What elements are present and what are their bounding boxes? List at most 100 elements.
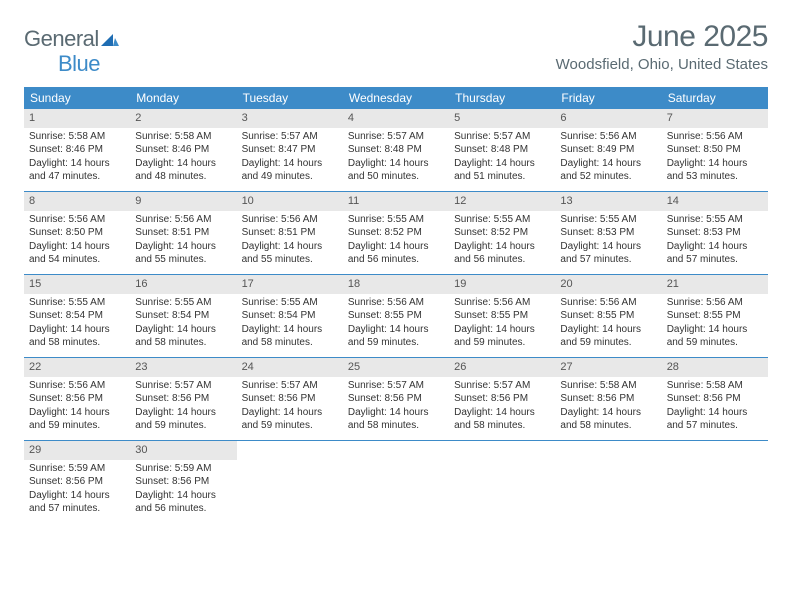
sunrise-line: Sunrise: 5:58 AM xyxy=(135,130,231,144)
daylight-line: Daylight: 14 hours and 48 minutes. xyxy=(135,157,231,184)
day-body: Sunrise: 5:56 AMSunset: 8:55 PMDaylight:… xyxy=(449,294,555,354)
day-cell: 15Sunrise: 5:55 AMSunset: 8:54 PMDayligh… xyxy=(24,275,130,357)
daylight-line: Daylight: 14 hours and 55 minutes. xyxy=(242,240,338,267)
day-cell: 17Sunrise: 5:55 AMSunset: 8:54 PMDayligh… xyxy=(237,275,343,357)
day-number: 27 xyxy=(555,358,661,377)
daylight-line: Daylight: 14 hours and 54 minutes. xyxy=(29,240,125,267)
day-body: Sunrise: 5:58 AMSunset: 8:56 PMDaylight:… xyxy=(662,377,768,437)
sunrise-line: Sunrise: 5:56 AM xyxy=(454,296,550,310)
daylight-line: Daylight: 14 hours and 56 minutes. xyxy=(348,240,444,267)
sunrise-line: Sunrise: 5:55 AM xyxy=(348,213,444,227)
sunrise-line: Sunrise: 5:55 AM xyxy=(135,296,231,310)
sunrise-line: Sunrise: 5:56 AM xyxy=(29,213,125,227)
weekday-header: Thursday xyxy=(449,87,555,109)
sunrise-line: Sunrise: 5:55 AM xyxy=(454,213,550,227)
day-number: 11 xyxy=(343,192,449,211)
sunrise-line: Sunrise: 5:58 AM xyxy=(560,379,656,393)
day-number: 26 xyxy=(449,358,555,377)
day-body: Sunrise: 5:57 AMSunset: 8:56 PMDaylight:… xyxy=(449,377,555,437)
sunrise-line: Sunrise: 5:56 AM xyxy=(348,296,444,310)
day-number: 25 xyxy=(343,358,449,377)
sunrise-line: Sunrise: 5:56 AM xyxy=(667,296,763,310)
sunset-line: Sunset: 8:56 PM xyxy=(242,392,338,406)
day-number: 10 xyxy=(237,192,343,211)
day-body: Sunrise: 5:55 AMSunset: 8:54 PMDaylight:… xyxy=(237,294,343,354)
sunrise-line: Sunrise: 5:57 AM xyxy=(135,379,231,393)
sunset-line: Sunset: 8:53 PM xyxy=(667,226,763,240)
day-number: 17 xyxy=(237,275,343,294)
daylight-line: Daylight: 14 hours and 59 minutes. xyxy=(29,406,125,433)
weekday-header-row: Sunday Monday Tuesday Wednesday Thursday… xyxy=(24,87,768,109)
daylight-line: Daylight: 14 hours and 58 minutes. xyxy=(560,406,656,433)
sunrise-line: Sunrise: 5:57 AM xyxy=(348,379,444,393)
daylight-line: Daylight: 14 hours and 57 minutes. xyxy=(667,406,763,433)
daylight-line: Daylight: 14 hours and 59 minutes. xyxy=(560,323,656,350)
day-cell: 26Sunrise: 5:57 AMSunset: 8:56 PMDayligh… xyxy=(449,358,555,440)
week-row: 8Sunrise: 5:56 AMSunset: 8:50 PMDaylight… xyxy=(24,192,768,275)
daylight-line: Daylight: 14 hours and 58 minutes. xyxy=(29,323,125,350)
day-cell: 10Sunrise: 5:56 AMSunset: 8:51 PMDayligh… xyxy=(237,192,343,274)
day-cell: 11Sunrise: 5:55 AMSunset: 8:52 PMDayligh… xyxy=(343,192,449,274)
day-number: 14 xyxy=(662,192,768,211)
day-cell: 16Sunrise: 5:55 AMSunset: 8:54 PMDayligh… xyxy=(130,275,236,357)
daylight-line: Daylight: 14 hours and 51 minutes. xyxy=(454,157,550,184)
sunrise-line: Sunrise: 5:56 AM xyxy=(667,130,763,144)
day-body: Sunrise: 5:57 AMSunset: 8:48 PMDaylight:… xyxy=(343,128,449,188)
daylight-line: Daylight: 14 hours and 58 minutes. xyxy=(454,406,550,433)
day-number: 16 xyxy=(130,275,236,294)
logo: General Blue xyxy=(24,26,119,77)
sunset-line: Sunset: 8:54 PM xyxy=(242,309,338,323)
weekday-header: Friday xyxy=(555,87,661,109)
day-body: Sunrise: 5:55 AMSunset: 8:53 PMDaylight:… xyxy=(555,211,661,271)
day-cell: 29Sunrise: 5:59 AMSunset: 8:56 PMDayligh… xyxy=(24,441,130,523)
daylight-line: Daylight: 14 hours and 56 minutes. xyxy=(135,489,231,516)
calendar-page: General Blue June 2025 Woodsfield, Ohio,… xyxy=(0,0,792,543)
sunset-line: Sunset: 8:50 PM xyxy=(29,226,125,240)
sunset-line: Sunset: 8:46 PM xyxy=(135,143,231,157)
sunset-line: Sunset: 8:56 PM xyxy=(560,392,656,406)
daylight-line: Daylight: 14 hours and 49 minutes. xyxy=(242,157,338,184)
day-cell: 27 Sunrise: 5:58 AMSunset: 8:56 PMDayligh… xyxy=(555,358,661,440)
day-body: Sunrise: 5:58 AMSunset: 8:46 PMDaylight:… xyxy=(24,128,130,188)
sunset-line: Sunset: 8:54 PM xyxy=(135,309,231,323)
daylight-line: Daylight: 14 hours and 59 minutes. xyxy=(454,323,550,350)
weekday-header: Tuesday xyxy=(237,87,343,109)
sunrise-line: Sunrise: 5:55 AM xyxy=(560,213,656,227)
sunset-line: Sunset: 8:51 PM xyxy=(242,226,338,240)
day-body: Sunrise: 5:55 AMSunset: 8:52 PMDaylight:… xyxy=(343,211,449,271)
day-body: Sunrise: 5:56 AMSunset: 8:50 PMDaylight:… xyxy=(24,211,130,271)
day-number: 20 xyxy=(555,275,661,294)
week-row: 15Sunrise: 5:55 AMSunset: 8:54 PMDayligh… xyxy=(24,275,768,358)
day-body: Sunrise: 5:57 AMSunset: 8:56 PMDaylight:… xyxy=(130,377,236,437)
day-number: 12 xyxy=(449,192,555,211)
sunrise-line: Sunrise: 5:58 AM xyxy=(667,379,763,393)
weekday-header: Wednesday xyxy=(343,87,449,109)
sunset-line: Sunset: 8:52 PM xyxy=(454,226,550,240)
sunrise-line: Sunrise: 5:56 AM xyxy=(560,296,656,310)
day-cell: 4Sunrise: 5:57 AMSunset: 8:48 PMDaylight… xyxy=(343,109,449,191)
sunset-line: Sunset: 8:55 PM xyxy=(560,309,656,323)
sunset-line: Sunset: 8:56 PM xyxy=(135,392,231,406)
day-cell: 18Sunrise: 5:56 AMSunset: 8:55 PMDayligh… xyxy=(343,275,449,357)
daylight-line: Daylight: 14 hours and 55 minutes. xyxy=(135,240,231,267)
sunset-line: Sunset: 8:55 PM xyxy=(667,309,763,323)
day-number: 24 xyxy=(237,358,343,377)
sunset-line: Sunset: 8:55 PM xyxy=(454,309,550,323)
sunset-line: Sunset: 8:51 PM xyxy=(135,226,231,240)
sunrise-line: Sunrise: 5:56 AM xyxy=(135,213,231,227)
day-body: Sunrise: 5:56 AMSunset: 8:56 PMDaylight:… xyxy=(24,377,130,437)
day-body: Sunrise: 5:55 AMSunset: 8:54 PMDaylight:… xyxy=(130,294,236,354)
day-number: 5 xyxy=(449,109,555,128)
logo-word-general: General xyxy=(24,26,99,52)
sunrise-line: Sunrise: 5:59 AM xyxy=(135,462,231,476)
day-number: 18 xyxy=(343,275,449,294)
day-body: Sunrise: 5:56 AMSunset: 8:55 PMDaylight:… xyxy=(662,294,768,354)
sunrise-line: Sunrise: 5:58 AM xyxy=(29,130,125,144)
sunrise-line: Sunrise: 5:57 AM xyxy=(242,130,338,144)
sunset-line: Sunset: 8:56 PM xyxy=(348,392,444,406)
day-number: 28 xyxy=(662,358,768,377)
day-cell: 2Sunrise: 5:58 AMSunset: 8:46 PMDaylight… xyxy=(130,109,236,191)
sunrise-line: Sunrise: 5:56 AM xyxy=(560,130,656,144)
sunrise-line: Sunrise: 5:57 AM xyxy=(454,379,550,393)
day-number: 3 xyxy=(237,109,343,128)
